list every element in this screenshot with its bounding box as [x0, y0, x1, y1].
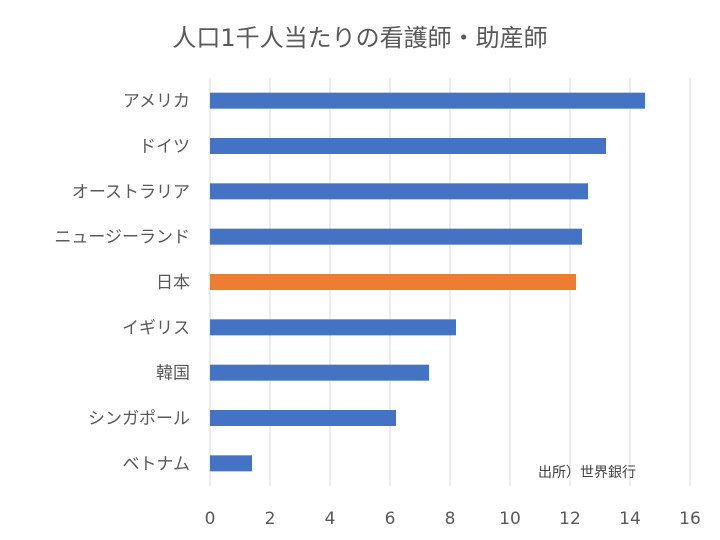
x-tick-label: 10: [499, 509, 521, 529]
category-label: ドイツ: [139, 137, 190, 157]
bar: [210, 274, 576, 290]
x-tick-label: 0: [205, 509, 216, 529]
x-tick-label: 4: [325, 509, 336, 529]
bar: [210, 455, 252, 472]
x-tick-label: 2: [265, 509, 276, 529]
bar: [210, 92, 645, 109]
bar: [210, 364, 429, 381]
category-label: ニュージーランド: [54, 228, 190, 248]
category-label: シンガポール: [88, 409, 190, 429]
bar: [210, 228, 582, 245]
category-label: アメリカ: [123, 92, 190, 112]
category-label: 日本: [156, 273, 190, 293]
source-annotation: 出所）世界銀行: [538, 465, 636, 481]
bar: [210, 319, 456, 336]
category-label: オーストラリア: [72, 182, 190, 202]
x-tick-label: 14: [619, 509, 641, 529]
bar: [210, 410, 396, 426]
bar: [210, 183, 588, 200]
category-label: 韓国: [156, 364, 190, 384]
category-label: イギリス: [122, 318, 190, 338]
bar: [210, 138, 606, 154]
x-tick-label: 6: [385, 509, 396, 529]
category-label: ベトナム: [123, 454, 191, 474]
chart-title: 人口1千人当たりの看護師・助産師: [172, 24, 548, 52]
x-tick-label: 12: [559, 509, 581, 529]
x-tick-label: 16: [679, 509, 701, 529]
x-tick-label: 8: [445, 509, 456, 529]
